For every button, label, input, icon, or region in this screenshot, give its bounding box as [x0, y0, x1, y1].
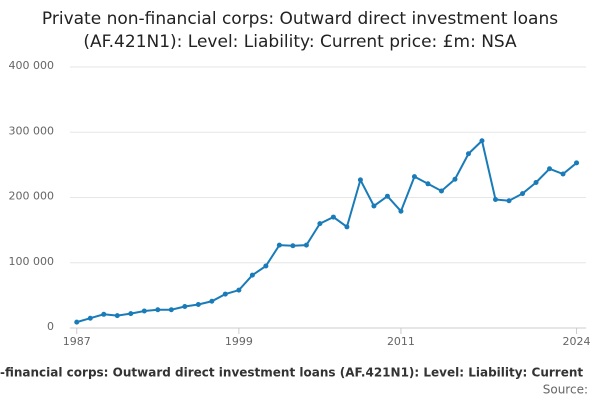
data-point: [344, 224, 350, 230]
data-point: [303, 242, 309, 248]
data-point: [182, 303, 188, 309]
y-tick-label: 200 000: [9, 190, 55, 203]
data-point: [290, 243, 296, 249]
y-tick-label: 300 000: [9, 124, 55, 137]
data-point: [330, 214, 336, 220]
data-point: [87, 315, 93, 321]
data-point: [114, 313, 120, 319]
chart-title: (AF.421N1): Level: Liability: Current pr…: [83, 32, 517, 52]
data-point: [411, 174, 417, 180]
data-point: [74, 319, 80, 325]
data-point: [479, 138, 485, 144]
y-tick-label: 400 000: [9, 59, 55, 72]
data-point: [317, 221, 323, 227]
data-point: [560, 171, 566, 177]
data-point: [263, 263, 269, 269]
data-point: [425, 181, 431, 187]
data-point: [168, 307, 174, 313]
y-tick-label: 100 000: [9, 255, 55, 268]
data-point: [384, 193, 390, 199]
data-point: [357, 177, 363, 183]
data-point: [452, 176, 458, 182]
data-point: [276, 242, 282, 248]
data-point: [101, 311, 107, 317]
data-point: [249, 272, 255, 278]
data-point: [465, 151, 471, 157]
x-tick-label: 1987: [63, 335, 91, 348]
y-tick-label: 0: [47, 320, 54, 333]
data-point: [574, 160, 580, 166]
data-point: [155, 307, 161, 313]
data-point: [398, 208, 404, 214]
x-tick-label: 1999: [225, 335, 253, 348]
data-point: [492, 196, 498, 202]
data-point: [195, 302, 201, 308]
chart-title: Private non-financial corps: Outward dir…: [42, 9, 558, 29]
data-point: [128, 311, 134, 317]
data-point: [236, 287, 242, 293]
data-point: [222, 291, 228, 297]
x-tick-label: 2024: [563, 335, 591, 348]
series-line: [76, 138, 578, 324]
data-point: [506, 198, 512, 204]
caption: -financial corps: Outward direct investm…: [0, 366, 583, 380]
data-point: [209, 298, 215, 304]
x-tick-label: 2011: [387, 335, 415, 348]
data-point: [141, 308, 147, 314]
data-point: [371, 203, 377, 209]
data-point: [533, 179, 539, 185]
source: Source:: [543, 383, 588, 397]
data-point: [438, 188, 444, 194]
data-point: [547, 166, 553, 172]
data-point: [520, 191, 526, 197]
